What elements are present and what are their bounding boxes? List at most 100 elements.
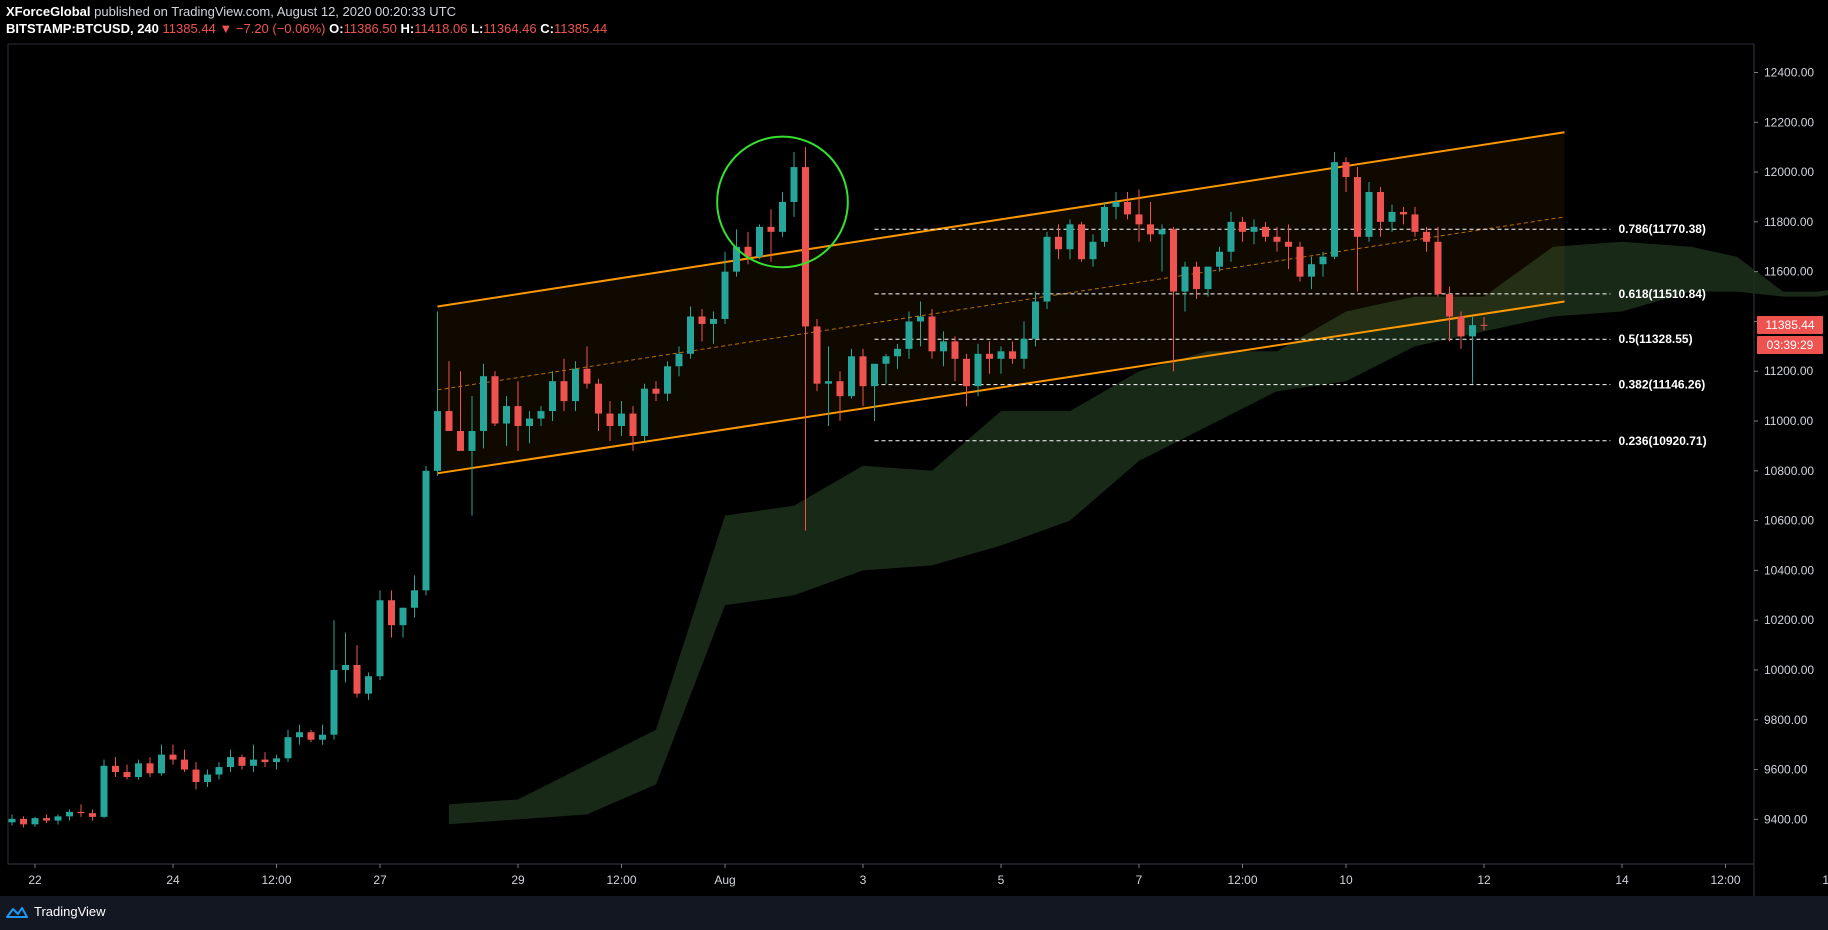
candle-body[interactable] xyxy=(549,381,556,412)
candle-body[interactable] xyxy=(1285,241,1292,247)
candle-body[interactable] xyxy=(31,818,39,825)
candle-body[interactable] xyxy=(1078,224,1085,260)
candle-body[interactable] xyxy=(882,356,890,364)
candle-body[interactable] xyxy=(859,356,867,387)
candle-body[interactable] xyxy=(1135,214,1143,225)
candle-body[interactable] xyxy=(89,813,96,817)
candle-body[interactable] xyxy=(1365,191,1373,237)
candle-body[interactable] xyxy=(204,774,211,783)
candle-body[interactable] xyxy=(675,353,683,367)
candle-body[interactable] xyxy=(422,470,430,591)
candle-body[interactable] xyxy=(1158,229,1166,235)
candle-body[interactable] xyxy=(836,381,844,397)
candle-body[interactable] xyxy=(733,246,740,272)
candle-body[interactable] xyxy=(1250,226,1258,232)
candle-body[interactable] xyxy=(1101,206,1108,242)
candle-body[interactable] xyxy=(1089,241,1097,260)
candle-body[interactable] xyxy=(227,757,234,768)
candle-body[interactable] xyxy=(537,411,545,419)
candle-body[interactable] xyxy=(181,759,188,770)
candle-body[interactable] xyxy=(54,816,62,821)
highlight-circle-shape[interactable] xyxy=(716,135,849,269)
candle-body[interactable] xyxy=(43,818,50,821)
candle-body[interactable] xyxy=(802,167,809,327)
candle-body[interactable] xyxy=(1216,251,1223,267)
candle-body[interactable] xyxy=(1308,264,1315,277)
candle-body[interactable] xyxy=(825,381,832,384)
candle-body[interactable] xyxy=(1009,351,1016,359)
candle-body[interactable] xyxy=(342,665,349,670)
candle-body[interactable] xyxy=(215,767,223,775)
candle-body[interactable] xyxy=(1055,236,1062,250)
candle-body[interactable] xyxy=(664,366,671,394)
candle-body[interactable] xyxy=(1032,301,1039,339)
candle-body[interactable] xyxy=(595,383,602,414)
candle-body[interactable] xyxy=(698,316,706,324)
candle-body[interactable] xyxy=(1020,338,1028,359)
candle-body[interactable] xyxy=(192,769,200,783)
price-chart[interactable]: 0.786(11770.38) 0.618(11510.84) 0.5(11328.… xyxy=(0,0,1828,896)
candle-body[interactable] xyxy=(8,818,16,823)
candle-body[interactable] xyxy=(1411,214,1419,232)
candle-body[interactable] xyxy=(434,411,441,471)
candle-body[interactable] xyxy=(445,411,453,431)
candle-body[interactable] xyxy=(1457,316,1465,337)
candle-body[interactable] xyxy=(1377,191,1384,222)
candle-body[interactable] xyxy=(261,759,269,763)
candle-body[interactable] xyxy=(1446,294,1453,317)
candle-body[interactable] xyxy=(158,754,165,774)
candle-body[interactable] xyxy=(618,413,625,427)
candle-body[interactable] xyxy=(77,811,85,814)
candle-body[interactable] xyxy=(1296,246,1304,277)
price-axis[interactable]: 12400.00 12200.00 12000.00 11800.00 11600.00… xyxy=(1754,66,1814,827)
candle-body[interactable] xyxy=(1354,177,1361,237)
candle-body[interactable] xyxy=(1400,211,1407,215)
candle-body[interactable] xyxy=(1204,266,1212,290)
candle-body[interactable] xyxy=(963,358,970,387)
candle-body[interactable] xyxy=(1112,201,1120,207)
candle-body[interactable] xyxy=(319,734,326,740)
publisher-name[interactable]: XForceGlobal xyxy=(6,4,91,19)
tradingview-brand[interactable]: TradingView xyxy=(6,904,106,919)
candle-body[interactable] xyxy=(468,430,476,451)
candle-body[interactable] xyxy=(1434,241,1442,295)
candle-body[interactable] xyxy=(951,341,959,359)
candle-body[interactable] xyxy=(1124,201,1131,215)
candle-body[interactable] xyxy=(997,351,1005,359)
candle-body[interactable] xyxy=(1043,236,1051,302)
candle-body[interactable] xyxy=(250,759,257,766)
candle-body[interactable] xyxy=(112,765,119,773)
candle-body[interactable] xyxy=(756,226,763,257)
candle-body[interactable] xyxy=(1181,266,1189,292)
candle-body[interactable] xyxy=(560,381,568,402)
candle-body[interactable] xyxy=(353,665,361,694)
candle-body[interactable] xyxy=(848,356,855,397)
candle-body[interactable] xyxy=(1273,236,1281,242)
candle-body[interactable] xyxy=(905,321,913,349)
candle-body[interactable] xyxy=(894,348,901,357)
candle-body[interactable] xyxy=(169,754,177,760)
candle-body[interactable] xyxy=(928,316,936,352)
candle-body[interactable] xyxy=(721,271,729,319)
candle-body[interactable] xyxy=(940,341,947,352)
candle-body[interactable] xyxy=(330,669,338,735)
candle-body[interactable] xyxy=(411,590,418,608)
candle-body[interactable] xyxy=(986,353,993,359)
candle-body[interactable] xyxy=(273,758,280,763)
candle-body[interactable] xyxy=(583,368,591,384)
candle-body[interactable] xyxy=(1066,224,1074,250)
candle-body[interactable] xyxy=(790,167,798,202)
candle-body[interactable] xyxy=(66,811,73,817)
candle-body[interactable] xyxy=(1319,256,1327,265)
candle-body[interactable] xyxy=(1239,221,1246,232)
candle-body[interactable] xyxy=(744,246,752,257)
candle-body[interactable] xyxy=(641,388,648,436)
candle-body[interactable] xyxy=(1331,162,1338,257)
candle-body[interactable] xyxy=(100,765,108,817)
candle-body[interactable] xyxy=(503,406,510,424)
candle-body[interactable] xyxy=(514,406,522,427)
candle-body[interactable] xyxy=(491,376,499,424)
candle-body[interactable] xyxy=(1469,325,1476,337)
candle-body[interactable] xyxy=(480,376,487,431)
candle-body[interactable] xyxy=(238,757,246,766)
